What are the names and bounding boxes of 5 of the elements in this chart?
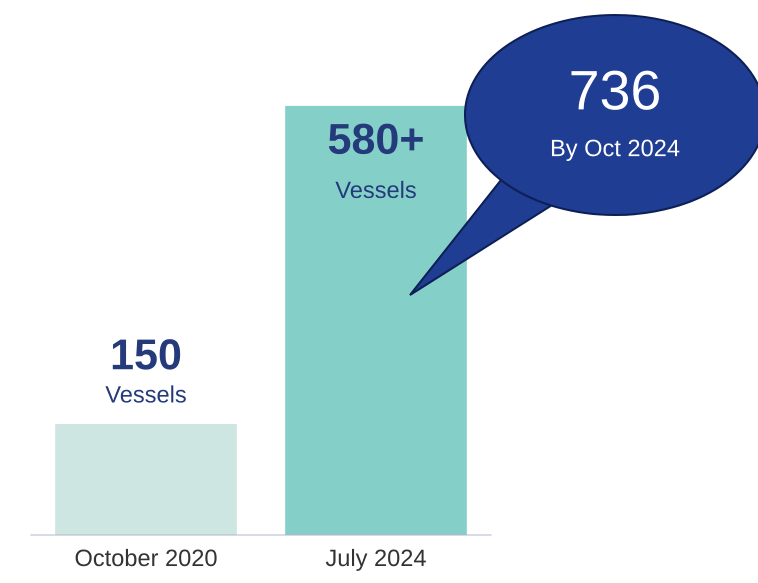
x-tick-label: October 2020 [76, 548, 217, 566]
data-label: 150 Vessels [105, 339, 186, 403]
data-label: 580+ Vessels [328, 124, 423, 198]
text: 736 By Oct 2024 [552, 70, 680, 162]
x-tick-label: July 2024 [326, 548, 426, 571]
